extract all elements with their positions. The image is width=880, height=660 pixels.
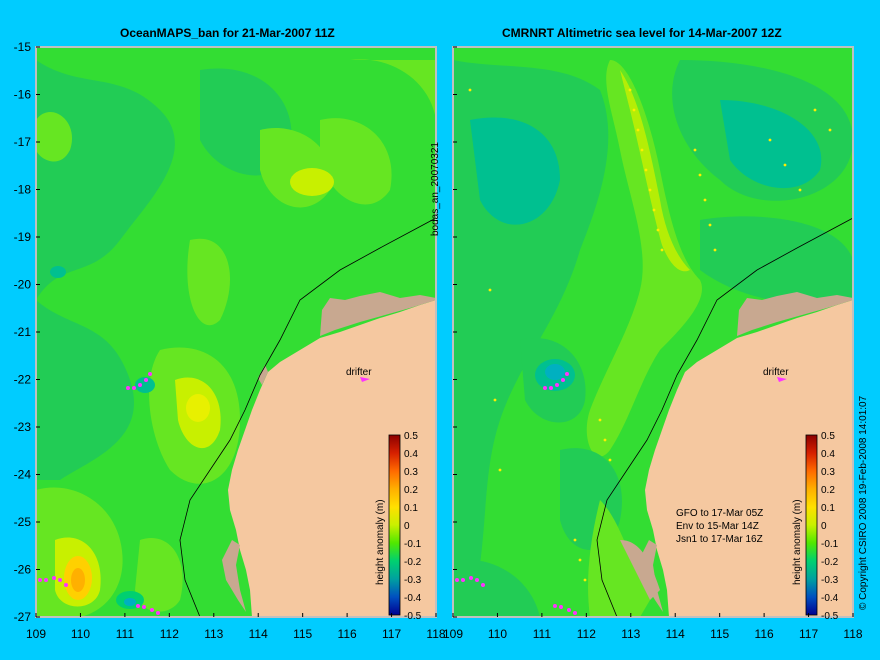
lon-tick-label: 111 <box>533 627 552 641</box>
colorbar-tick-label: -0.2 <box>821 557 839 568</box>
lat-tick-label: -25 <box>14 515 32 529</box>
lon-tick-label: 114 <box>249 627 268 641</box>
lon-tick-label: 110 <box>488 627 507 641</box>
colorbar-tick-label: 0.1 <box>821 503 835 514</box>
lon-tick-label: 111 <box>116 627 135 641</box>
satellite-info-env: Env to 15-Mar 14Z <box>676 521 759 532</box>
right-sea-level-map <box>453 47 853 617</box>
colorbar-tick-label: 0.4 <box>404 449 418 460</box>
lat-tick-label: -17 <box>14 135 32 149</box>
lat-tick-label: -24 <box>14 468 32 482</box>
colorbar-tick-label: -0.5 <box>404 611 422 622</box>
lat-tick-label: -20 <box>14 278 32 292</box>
colorbar-tick-label: -0.1 <box>821 539 839 550</box>
right-map-title: CMRNRT Altimetric sea level for 14-Mar-2… <box>502 26 782 40</box>
lon-tick-label: 116 <box>755 627 774 641</box>
lon-tick-label: 112 <box>577 627 596 641</box>
lon-tick-label: 116 <box>338 627 357 641</box>
left-colorbar-ticks: 0.5 0.4 0.3 0.2 0.1 0 -0.1 -0.2 -0.3 -0.4 -0.5 <box>404 431 422 622</box>
satellite-info-jsn1: Jsn1 to 17-Mar 16Z <box>676 534 763 545</box>
lon-tick-label: 117 <box>382 627 401 641</box>
drifter-track-icon <box>38 372 160 615</box>
lon-tick-label: 109 <box>26 627 46 641</box>
lat-tick-label: -18 <box>14 183 32 197</box>
lat-tick-label: -27 <box>14 610 32 624</box>
left-colorbar <box>388 434 401 616</box>
left-drifter-label: drifter <box>346 367 372 378</box>
colorbar-tick-label: 0.2 <box>821 485 835 496</box>
lon-tick-label: 118 <box>843 627 862 641</box>
lon-tick-label: 109 <box>443 627 463 641</box>
lat-tick-label: -21 <box>14 325 32 339</box>
lat-tick-label: -19 <box>14 230 32 244</box>
colorbar-tick-label: 0.2 <box>404 485 418 496</box>
left-map-title: OceanMAPS_ban for 21-Mar-2007 11Z <box>120 26 335 40</box>
colorbar-tick-label: 0 <box>404 521 410 532</box>
left-longitude-axis: 109 110 111 112 113 114 115 116 117 118 <box>26 613 446 641</box>
lon-tick-label: 110 <box>71 627 90 641</box>
lon-tick-label: 113 <box>204 627 223 641</box>
colorbar-tick-label: 0.5 <box>821 431 835 442</box>
colorbar-tick-label: -0.1 <box>404 539 422 550</box>
lon-tick-label: 113 <box>621 627 640 641</box>
lat-tick-label: -22 <box>14 373 32 387</box>
left-sea-level-map <box>36 47 436 617</box>
colorbar-tick-label: -0.5 <box>821 611 839 622</box>
colorbar-tick-label: -0.3 <box>821 575 839 586</box>
lon-tick-label: 112 <box>160 627 179 641</box>
lat-tick-label: -15 <box>14 40 32 54</box>
colorbar-tick-label: 0.3 <box>404 467 418 478</box>
right-colorbar-ticks: 0.5 0.4 0.3 0.2 0.1 0 -0.1 -0.2 -0.3 -0.4 -0.5 <box>821 431 839 622</box>
right-longitude-axis: 109 110 111 112 113 114 115 116 117 118 <box>443 613 863 641</box>
left-side-label: bodas_an_20070321 <box>430 142 441 236</box>
lon-tick-label: 117 <box>799 627 818 641</box>
right-colorbar <box>805 434 818 616</box>
colorbar-tick-label: 0.3 <box>821 467 835 478</box>
lat-tick-label: -16 <box>14 88 32 102</box>
colorbar-tick-label: -0.4 <box>404 593 422 604</box>
colorbar-tick-label: 0.5 <box>404 431 418 442</box>
lat-tick-label: -26 <box>14 563 32 577</box>
right-drifter-label: drifter <box>763 367 789 378</box>
lon-tick-label: 115 <box>710 627 729 641</box>
right-colorbar-label: height anomaly (m) <box>792 499 803 585</box>
lon-tick-label: 114 <box>666 627 685 641</box>
colorbar-tick-label: 0.1 <box>404 503 418 514</box>
drifter-arrow-icon <box>360 377 370 382</box>
latitude-axis: -15 -16 -17 -18 -19 -20 -21 -22 -23 -24 -25 -26 -27 <box>14 40 457 624</box>
colorbar-tick-label: -0.2 <box>404 557 422 568</box>
colorbar-tick-label: 0.4 <box>821 449 835 460</box>
left-colorbar-label: height anomaly (m) <box>375 499 386 585</box>
satellite-info-gfo: GFO to 17-Mar 05Z <box>676 508 764 519</box>
colorbar-tick-label: -0.4 <box>821 593 839 604</box>
lon-tick-label: 118 <box>426 627 445 641</box>
lon-tick-label: 115 <box>293 627 312 641</box>
colorbar-tick-label: -0.3 <box>404 575 422 586</box>
copyright-text: © Copyright CSIRO 2008 19-Feb-2008 14:01… <box>858 395 869 610</box>
lat-tick-label: -23 <box>14 420 32 434</box>
colorbar-tick-label: 0 <box>821 521 827 532</box>
